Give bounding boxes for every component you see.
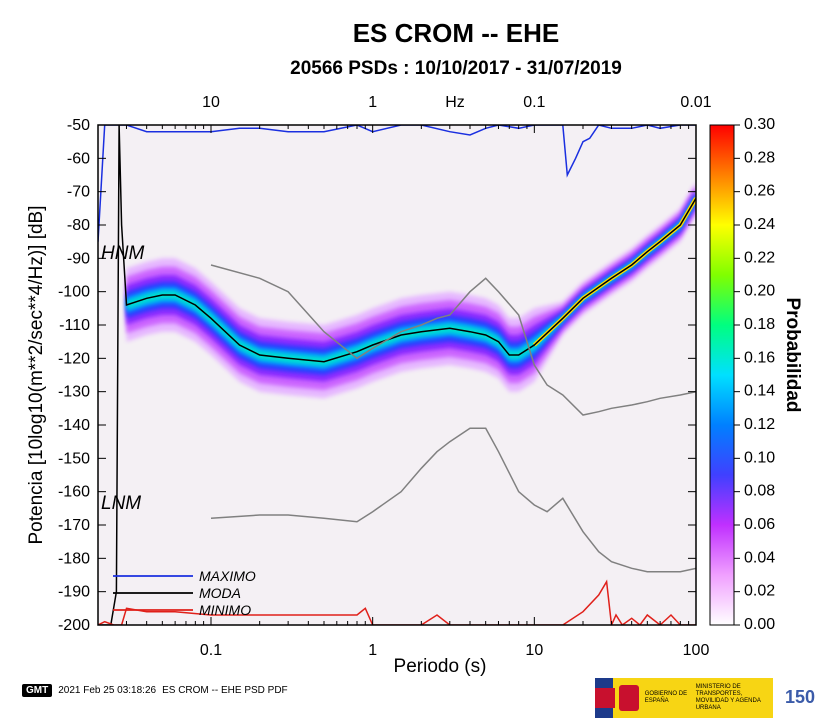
y-tick-label: -70 bbox=[67, 184, 90, 201]
series-lines bbox=[98, 125, 696, 625]
legend-label: MINIMO bbox=[199, 602, 251, 618]
colorbar bbox=[709, 124, 735, 626]
y-tick-label: -60 bbox=[67, 150, 90, 167]
chart-title: ES CROM -- EHE bbox=[352, 18, 560, 48]
series-line-maximo bbox=[98, 125, 696, 242]
ministry-logo: GOBIERNO DE ESPAÑA MINISTERIO DE TRANSPO… bbox=[595, 678, 773, 718]
colorbar-tick-label: 0.22 bbox=[744, 249, 775, 266]
colorbar-tick-label: 0.16 bbox=[744, 349, 775, 366]
colorbar-tick-label: 0.24 bbox=[744, 216, 775, 233]
colorbar-tick-label: 0.00 bbox=[744, 616, 775, 633]
y-tick-label: -80 bbox=[67, 217, 90, 234]
y-tick-label: -190 bbox=[58, 584, 90, 601]
gmt-logo: GMT bbox=[22, 684, 53, 697]
colorbar-tick-label: 0.06 bbox=[744, 516, 775, 533]
colorbar-tick-label: 0.10 bbox=[744, 449, 775, 466]
chart-subtitle: 20566 PSDs : 10/10/2017 - 31/07/2019 bbox=[290, 58, 622, 79]
coat-of-arms-icon bbox=[618, 685, 639, 711]
colorbar-tick-label: 0.20 bbox=[744, 283, 775, 300]
annotation-lnm: LNM bbox=[101, 493, 141, 514]
y-tick-label: -120 bbox=[58, 350, 90, 367]
colorbar-label: Probabilidad bbox=[782, 297, 803, 412]
y-tick-label: -170 bbox=[58, 517, 90, 534]
x-tick-label: 100 bbox=[683, 642, 710, 659]
legend-label: MODA bbox=[199, 585, 241, 601]
series-line-noise-model-3 bbox=[210, 264, 696, 416]
top-tick-label: 1 bbox=[368, 94, 377, 111]
eu-flag-icon bbox=[595, 678, 615, 718]
plot-background bbox=[98, 125, 696, 625]
x-axis-label: Periodo (s) bbox=[394, 656, 487, 677]
top-tick-label: 0.01 bbox=[680, 94, 711, 111]
colorbar-tick-label: 0.30 bbox=[744, 116, 775, 133]
y-tick-label: -140 bbox=[58, 417, 90, 434]
legend-label: MAXIMO bbox=[199, 568, 256, 584]
colorbar-tick-label: 0.28 bbox=[744, 149, 775, 166]
colorbar-ticks: 0.00 0.02 0.04 0.06 0.08 0.10 0.12 0.14 0.16 0.18… bbox=[734, 116, 775, 633]
y-axis-label: Potencia [10log10(m**2/sec**4/Hz)] [dB] bbox=[26, 205, 47, 544]
colorbar-tick-label: 0.08 bbox=[744, 483, 775, 500]
y-tick-label: -130 bbox=[58, 384, 90, 401]
anniversary-logo: 150 bbox=[784, 687, 816, 707]
y-tick-label: -180 bbox=[58, 550, 90, 567]
x-tick-label: 10 bbox=[525, 642, 543, 659]
colorbar-tick-label: 0.26 bbox=[744, 183, 775, 200]
series-line-noise-model-4 bbox=[210, 427, 696, 573]
footer: GMT 2021 Feb 25 03:18:26 ES CROM -- EHE … bbox=[22, 684, 288, 697]
top-axis-label: Hz bbox=[445, 94, 465, 111]
axes: 0.1 1 10 100 10 1 0.1 0.01 -50 -60 -70 -80 -90 -100 -1… bbox=[58, 94, 712, 659]
y-tick-label: -110 bbox=[59, 317, 90, 334]
y-tick-label: -200 bbox=[58, 617, 90, 634]
colorbar-tick-label: 0.04 bbox=[744, 549, 775, 566]
colorbar-tick-label: 0.18 bbox=[744, 316, 775, 333]
y-tick-label: -90 bbox=[67, 250, 90, 267]
x-tick-label: 1 bbox=[368, 642, 377, 659]
y-tick-label: -50 bbox=[67, 117, 90, 134]
footer-timestamp: 2021 Feb 25 03:18:26 bbox=[58, 685, 157, 696]
colorbar-tick-label: 0.12 bbox=[744, 416, 775, 433]
footer-caption: ES CROM -- EHE PSD PDF bbox=[162, 685, 288, 696]
density-band-5 bbox=[126, 196, 696, 366]
annotation-hnm: HNM bbox=[101, 243, 144, 264]
colorbar-tick-label: 0.14 bbox=[744, 383, 775, 400]
top-tick-label: 0.1 bbox=[523, 94, 545, 111]
colorbar-tick-label: 0.02 bbox=[744, 583, 775, 600]
top-tick-label: 10 bbox=[202, 94, 220, 111]
y-tick-label: -100 bbox=[58, 284, 90, 301]
ministry-line-2: MINISTERIO DE TRANSPORTES, MOVILIDAD Y A… bbox=[695, 684, 761, 711]
y-tick-label: -150 bbox=[58, 450, 90, 467]
series-line-minimo bbox=[98, 579, 696, 625]
plot-frame bbox=[97, 124, 697, 626]
x-tick-label: 0.1 bbox=[200, 642, 222, 659]
y-tick-label: -160 bbox=[58, 484, 90, 501]
ministry-line-1: GOBIERNO DE ESPAÑA bbox=[644, 691, 688, 704]
